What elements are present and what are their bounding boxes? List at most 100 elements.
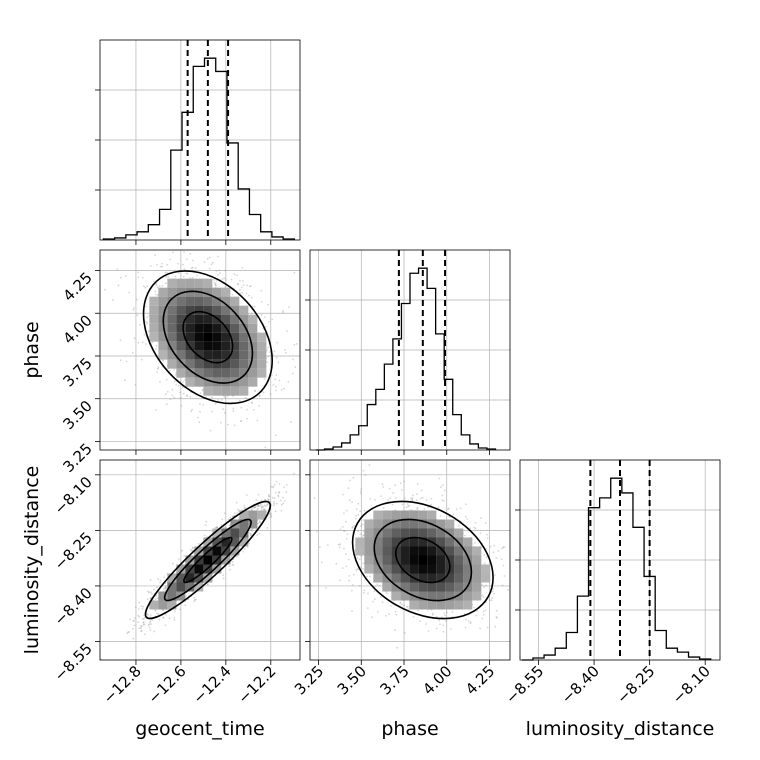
density-geocent-time-vs-luminosity-distance-contour (163, 518, 252, 602)
scatter-point (230, 555, 233, 558)
scatter-point (360, 488, 363, 490)
density-cell (185, 555, 195, 565)
x-axis-label-geocent-time: geocent_time (135, 718, 264, 740)
scatter-point (260, 289, 263, 292)
scatter-point (518, 607, 520, 609)
scatter-point (178, 272, 180, 274)
scatter-point (162, 609, 164, 611)
scatter-point (190, 548, 192, 551)
scatter-point (485, 584, 487, 587)
scatter-point (242, 550, 244, 553)
density-cell (176, 350, 186, 360)
density-geocent-time-vs-luminosity-distance-ytick-label: −8.10 (51, 473, 96, 518)
scatter-point (196, 274, 199, 277)
scatter-point (359, 510, 362, 513)
density-cell (158, 591, 168, 601)
scatter-point (129, 618, 132, 621)
scatter-point (360, 566, 362, 569)
scatter-point (488, 599, 491, 601)
scatter-point (142, 623, 145, 626)
scatter-point (286, 484, 288, 486)
scatter-point (138, 627, 141, 629)
scatter-point (159, 381, 161, 383)
density-cell (445, 537, 455, 547)
scatter-point (138, 608, 140, 610)
scatter-point (469, 621, 472, 623)
scatter-point (495, 617, 498, 619)
density-geocent-time-vs-luminosity-distance-contour (183, 536, 233, 584)
scatter-point (258, 505, 261, 508)
density-cell (400, 591, 410, 601)
density-cell (257, 350, 267, 360)
scatter-point (267, 493, 270, 496)
density-cell (364, 546, 374, 556)
density-cell (194, 573, 204, 583)
scatter-point (258, 520, 261, 522)
scatter-point (148, 623, 151, 625)
scatter-point (246, 408, 248, 411)
scatter-point (212, 278, 215, 281)
scatter-point (181, 549, 183, 552)
scatter-point (399, 602, 402, 604)
density-cell (176, 296, 186, 306)
density-geocent-time-vs-luminosity-distance-ytick-label: −8.40 (51, 584, 96, 629)
scatter-point (171, 388, 174, 391)
scatter-point (416, 507, 419, 509)
scatter-point (343, 530, 346, 533)
scatter-point (235, 501, 238, 504)
scatter-point (133, 307, 135, 309)
scatter-point (142, 605, 145, 608)
scatter-point (133, 619, 135, 622)
scatter-point (445, 611, 448, 614)
scatter-point (264, 498, 266, 501)
scatter-point (512, 597, 514, 599)
scatter-point (357, 502, 360, 505)
scatter-point (237, 283, 240, 286)
scatter-point (222, 577, 225, 580)
scatter-point (250, 312, 253, 315)
scatter-point (250, 534, 253, 537)
scatter-point (229, 516, 232, 519)
scatter-point (482, 613, 485, 616)
scatter-point (156, 612, 158, 615)
scatter-point (134, 617, 137, 619)
scatter-point (497, 550, 500, 552)
scatter-point (155, 594, 158, 597)
scatter-point (232, 564, 235, 566)
density-cell (212, 368, 222, 378)
scatter-point (159, 265, 162, 268)
density-cell (176, 582, 186, 592)
density-cell (418, 582, 428, 592)
scatter-point (338, 546, 341, 548)
scatter-point (258, 394, 261, 397)
scatter-point (157, 612, 160, 615)
scatter-point (351, 584, 354, 586)
scatter-point (231, 293, 234, 296)
scatter-point (165, 613, 167, 616)
scatter-point (215, 526, 218, 528)
scatter-point (257, 504, 260, 507)
scatter-point (266, 361, 268, 363)
hist-phase-border (309, 249, 511, 451)
hist-luminosity-distance-xtick-label: −8.40 (558, 662, 603, 707)
scatter-point (447, 507, 450, 510)
scatter-point (257, 504, 259, 507)
density-geocent-time-vs-phase-ytick-label: 4.25 (59, 269, 95, 305)
scatter-point (493, 592, 496, 595)
scatter-point (412, 494, 414, 497)
density-cell (257, 510, 267, 520)
scatter-point (242, 280, 244, 282)
scatter-point (244, 396, 247, 399)
scatter-point (128, 631, 130, 633)
density-cell (445, 519, 455, 529)
density-cell (230, 528, 240, 538)
scatter-point (241, 291, 244, 294)
scatter-point (425, 623, 428, 625)
density-cell (472, 555, 482, 565)
scatter-point (494, 574, 496, 576)
density-phase-vs-luminosity-distance: 3.25 3.50 3.75 4.00 4.25 (291, 459, 520, 698)
scatter-point (401, 503, 404, 506)
scatter-point (260, 506, 263, 508)
scatter-point (281, 503, 283, 506)
scatter-point (163, 576, 166, 578)
